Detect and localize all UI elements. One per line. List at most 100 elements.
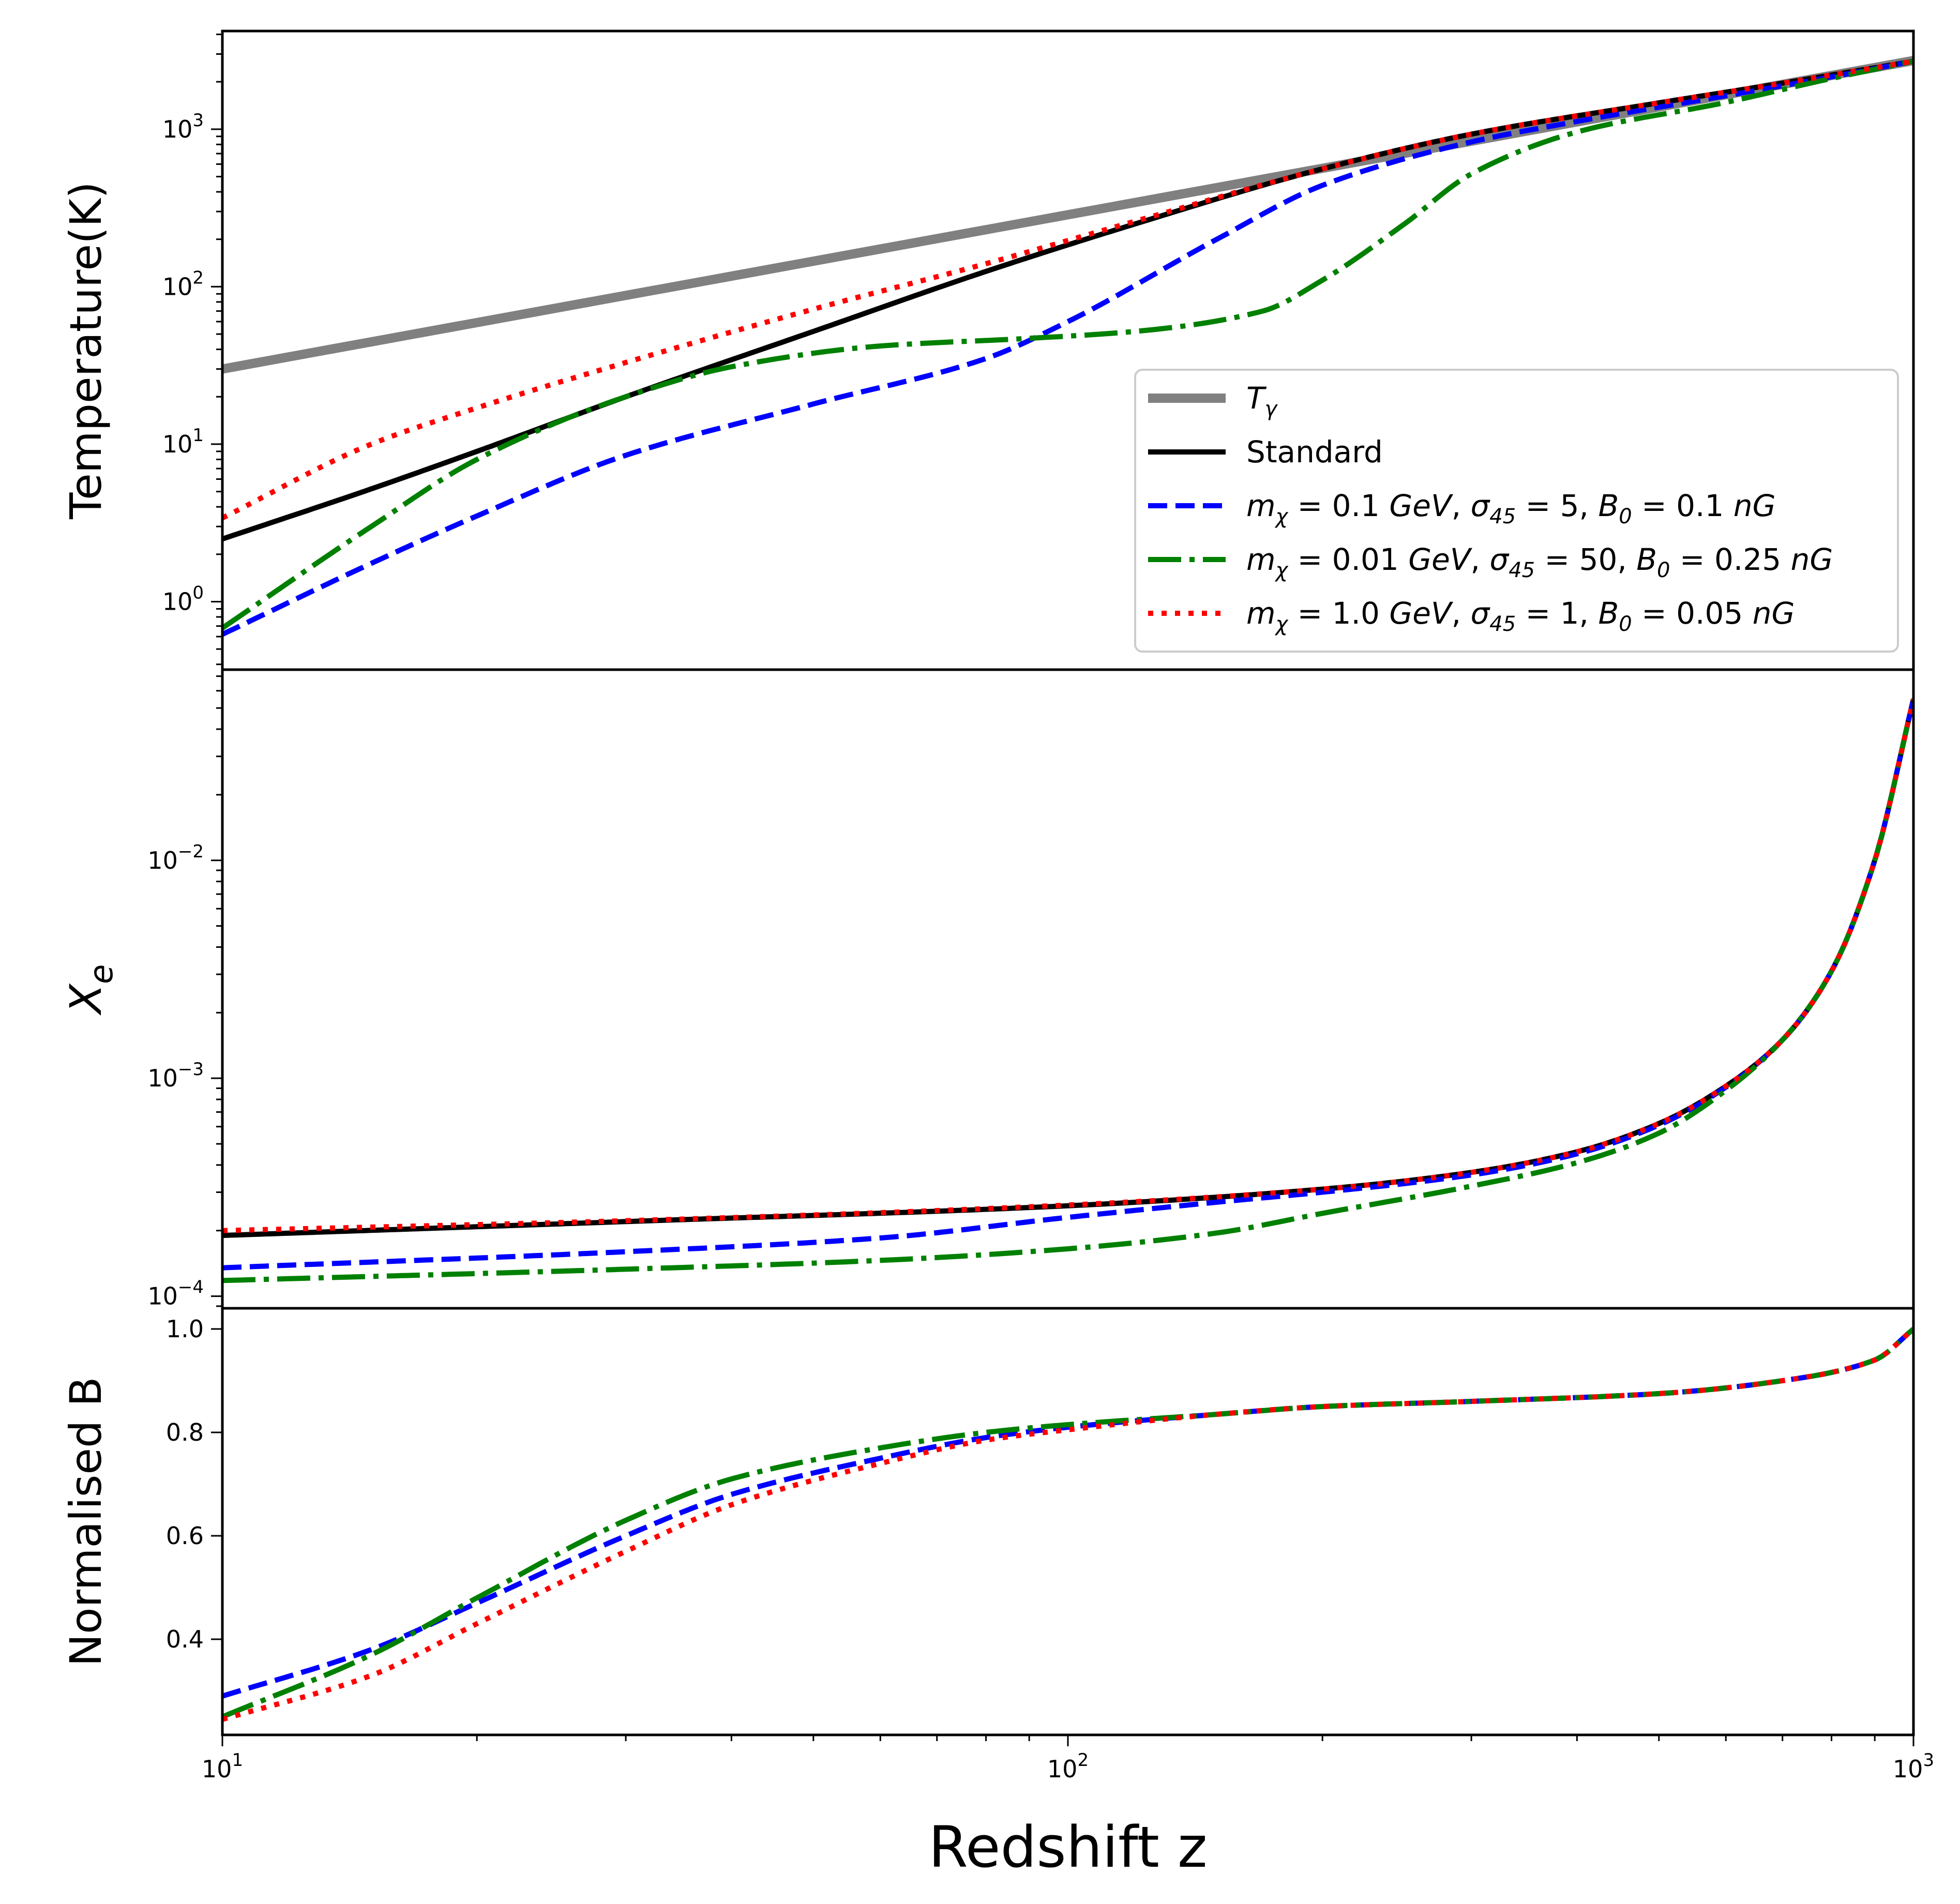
series-line-green xyxy=(222,698,1913,1283)
legend-sub: 0 xyxy=(1657,558,1670,582)
y-tick-base: 10 xyxy=(162,115,193,143)
series-line-red xyxy=(222,698,1913,1233)
legend-part: m xyxy=(1246,488,1276,523)
y-label-sub: e xyxy=(82,964,120,984)
y-axis-label: Xe xyxy=(61,964,120,1016)
series-line-red xyxy=(222,58,1913,521)
x-tick-exponent: 1 xyxy=(232,1750,243,1771)
panel-normB: 0.4 0.6 0.8 1.0 Normalised B xyxy=(61,1307,1915,1736)
y-tick-base: 10 xyxy=(162,430,193,458)
legend-part: , xyxy=(1452,488,1471,523)
legend-part: = 5, xyxy=(1516,488,1598,523)
y-tick-base: 10 xyxy=(147,1064,178,1092)
legend-part: m xyxy=(1246,542,1276,577)
legend-part: , xyxy=(1471,542,1490,577)
legend-sub: 0 xyxy=(1619,505,1632,528)
legend-part: = 0.1 xyxy=(1288,488,1389,523)
legend-part: = 0.05 xyxy=(1632,596,1753,631)
y-tick-label: 10−2 xyxy=(147,841,204,874)
x-tick-exponent: 2 xyxy=(1077,1750,1089,1771)
legend-part: nG xyxy=(1753,596,1795,631)
y-label-main: X xyxy=(61,983,111,1016)
legend-part: = 1, xyxy=(1516,596,1598,631)
x-tick-exponent: 3 xyxy=(1923,1750,1934,1771)
y-tick-exponent: 0 xyxy=(192,582,204,603)
y-tick-exponent: −4 xyxy=(178,1277,204,1298)
series-line-standard xyxy=(222,698,1913,1238)
legend-part: B xyxy=(1636,542,1657,577)
axes-frame xyxy=(221,1307,1915,1736)
y-tick-exponent: 1 xyxy=(192,425,204,446)
legend-part: GeV xyxy=(1389,488,1454,523)
legend-part: σ xyxy=(1471,488,1491,523)
y-tick-label: 10−3 xyxy=(147,1059,204,1092)
legend-label-Tgamma: Tγ xyxy=(1246,381,1278,421)
y-tick-label: 102 xyxy=(162,267,204,300)
y-tick-label: 0.4 xyxy=(166,1625,204,1653)
panel-xe: 10−410−310−2Xe xyxy=(61,668,1915,1310)
legend-sub: γ xyxy=(1264,397,1278,421)
y-axis-label: Temperature(K) xyxy=(61,182,111,520)
y-tick-base: 10 xyxy=(147,847,178,874)
x-axis-label: Redshift z xyxy=(928,1814,1207,1880)
legend-frame xyxy=(1134,369,1899,653)
series-line-standard xyxy=(222,58,1913,542)
series-line-blue xyxy=(222,698,1913,1271)
legend-part: = 50, xyxy=(1535,542,1636,577)
legend-sub: χ xyxy=(1275,558,1289,582)
legend-part: = 0.01 xyxy=(1288,542,1408,577)
legend-sub: 0 xyxy=(1619,612,1632,636)
legend-part: σ xyxy=(1489,542,1510,577)
series-line-green xyxy=(222,1327,1913,1719)
x-tick-label: 103 xyxy=(1893,1750,1934,1783)
x-tick-label: 102 xyxy=(1047,1750,1089,1783)
y-tick-label: 10−4 xyxy=(147,1277,204,1310)
legend-label-green: mχ = 0.01 GeV, σ45 = 50, B0 = 0.25 nG xyxy=(1246,542,1833,582)
legend-part: = 0.25 xyxy=(1670,542,1791,577)
y-tick-exponent: 3 xyxy=(192,110,204,131)
y-tick-base: 10 xyxy=(162,273,193,300)
series-line-blue xyxy=(222,58,1913,637)
y-tick-label: 103 xyxy=(162,110,204,143)
axes-frame xyxy=(221,668,1915,1310)
x-tick-base: 10 xyxy=(1047,1755,1078,1783)
legend-part: GeV xyxy=(1408,542,1473,577)
y-axis-label: Normalised B xyxy=(61,1377,111,1666)
legend-part: , xyxy=(1452,596,1471,631)
legend-sub: 45 xyxy=(1509,558,1535,582)
y-tick-exponent: −2 xyxy=(178,841,204,862)
y-tick-base: 10 xyxy=(162,587,193,615)
legend-part: = 1.0 xyxy=(1288,596,1389,631)
legend-label-red: mχ = 1.0 GeV, σ45 = 1, B0 = 0.05 nG xyxy=(1246,596,1795,636)
x-tick-base: 10 xyxy=(202,1755,232,1783)
legend-sub: χ xyxy=(1275,505,1289,528)
legend-label-standard: Standard xyxy=(1246,434,1383,470)
legend-label-blue: mχ = 0.1 GeV, σ45 = 5, B0 = 0.1 nG xyxy=(1246,488,1776,528)
legend-sub: 45 xyxy=(1489,612,1516,636)
y-tick-label: 0.8 xyxy=(166,1418,204,1446)
y-tick-exponent: −3 xyxy=(178,1059,204,1080)
x-tick-base: 10 xyxy=(1893,1755,1923,1783)
x-tick-label: 101 xyxy=(202,1750,243,1783)
legend-part: GeV xyxy=(1389,596,1454,631)
series-group xyxy=(222,698,1913,1283)
legend-part: T xyxy=(1246,381,1267,416)
legend-sub: χ xyxy=(1275,612,1289,636)
legend-part: nG xyxy=(1791,542,1833,577)
legend-part: B xyxy=(1598,488,1619,523)
y-tick-label: 101 xyxy=(162,425,204,458)
series-line-red xyxy=(222,1327,1913,1722)
legend-part: σ xyxy=(1471,596,1491,631)
legend-sub: 45 xyxy=(1489,505,1516,528)
series-line-green xyxy=(222,58,1913,630)
legend-part: nG xyxy=(1733,488,1776,523)
y-tick-exponent: 2 xyxy=(192,267,204,288)
series-group xyxy=(222,56,1913,637)
series-line-blue xyxy=(222,1327,1913,1699)
series-group xyxy=(222,1327,1913,1722)
y-tick-label: 1.0 xyxy=(166,1315,204,1343)
